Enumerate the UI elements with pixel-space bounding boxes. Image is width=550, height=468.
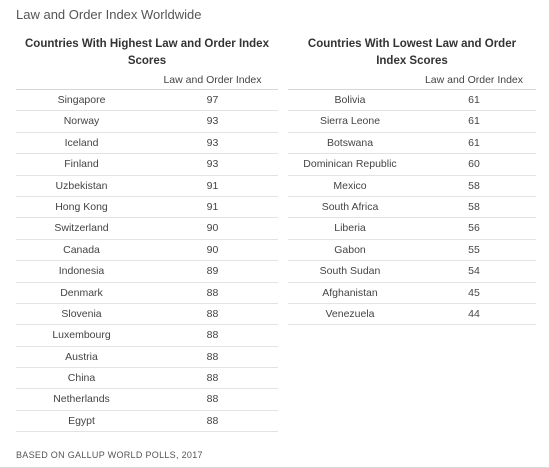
index-value-cell: 88 — [206, 372, 219, 385]
table-row: Canada 90 — [16, 240, 278, 262]
table-row: Venezuela 44 — [288, 304, 536, 326]
index-column-header: Law and Order Index — [163, 74, 262, 86]
country-cell: Iceland — [64, 136, 99, 149]
country-cell: Denmark — [60, 286, 103, 299]
index-value-cell: 89 — [206, 265, 219, 278]
table-row: Denmark 88 — [16, 283, 278, 304]
country-cell: Hong Kong — [55, 200, 108, 213]
table-row: Iceland 93 — [16, 133, 278, 155]
country-cell: Switzerland — [54, 222, 109, 235]
table-row: Botswana 61 — [288, 133, 536, 155]
table-row: Bolivia 61 — [288, 90, 536, 112]
country-cell: Egypt — [68, 414, 95, 427]
country-cell: Austria — [65, 350, 98, 363]
table-row: Mexico 58 — [288, 176, 536, 197]
country-cell: Singapore — [57, 94, 106, 106]
table-row: Switzerland 90 — [16, 218, 278, 240]
index-value-cell: 61 — [468, 94, 480, 106]
index-value-cell: 90 — [206, 243, 219, 256]
index-value-cell: 61 — [468, 115, 480, 128]
country-cell: Gabon — [334, 243, 366, 256]
country-cell: Canada — [63, 243, 100, 256]
table-row: Austria 88 — [16, 347, 278, 369]
table-row: Finland 93 — [16, 154, 278, 176]
index-value-cell: 91 — [206, 179, 219, 192]
country-cell: South Sudan — [319, 265, 381, 278]
highest-table-rows: Singapore 97 Norway 93 Iceland 93 Finland 93 Uzb… — [16, 90, 278, 433]
index-value-cell: 58 — [468, 200, 480, 213]
country-cell: Uzbekistan — [55, 179, 108, 192]
table-row: Egypt 88 — [16, 411, 278, 433]
lowest-table-column-header: Law and Order Index — [288, 70, 536, 90]
index-value-cell: 88 — [206, 329, 219, 342]
country-cell: Norway — [63, 115, 100, 128]
index-value-cell: 93 — [206, 136, 219, 149]
index-value-cell: 55 — [468, 243, 480, 256]
index-value-cell: 97 — [206, 94, 219, 106]
country-cell: Indonesia — [58, 265, 105, 278]
index-column-header: Law and Order Index — [424, 74, 524, 86]
index-value-cell: 88 — [206, 393, 219, 406]
index-value-cell: 56 — [468, 222, 480, 235]
index-value-cell: 88 — [206, 307, 219, 320]
table-row: South Sudan 54 — [288, 261, 536, 283]
chart-title: Law and Order Index Worldwide — [16, 7, 202, 22]
country-cell: Venezuela — [325, 307, 375, 320]
country-column-header — [16, 70, 147, 89]
country-cell: Dominican Republic — [303, 158, 397, 171]
country-cell: Liberia — [334, 222, 366, 235]
index-value-cell: 93 — [206, 158, 219, 171]
country-cell: Luxembourg — [52, 329, 111, 342]
table-row: Slovenia 88 — [16, 304, 278, 326]
country-column-header — [288, 70, 412, 89]
source-footnote: BASED ON GALLUP WORLD POLLS, 2017 — [16, 450, 203, 460]
table-row: Netherlands 88 — [16, 389, 278, 411]
table-row: Liberia 56 — [288, 218, 536, 240]
country-cell: South Africa — [321, 200, 379, 213]
table-row: Sierra Leone 61 — [288, 111, 536, 133]
lowest-table-header: Countries With Lowest Law and Order Inde… — [307, 38, 517, 67]
index-value-cell: 61 — [468, 136, 480, 149]
table-row: Hong Kong 91 — [16, 197, 278, 219]
index-value-cell: 60 — [468, 158, 480, 171]
index-value-cell: 88 — [206, 414, 219, 427]
country-cell: Mexico — [333, 179, 367, 192]
index-value-cell: 54 — [468, 265, 480, 278]
index-value-cell: 44 — [468, 307, 480, 320]
highest-table-column-header: Law and Order Index — [16, 70, 278, 90]
highest-scores-table: Countries With Highest Law and Order Ind… — [16, 36, 278, 433]
country-cell: Finland — [64, 158, 99, 171]
table-row: Afghanistan 45 — [288, 283, 536, 304]
country-cell: Afghanistan — [322, 286, 378, 299]
index-value-cell: 90 — [206, 222, 219, 235]
lowest-scores-table: Countries With Lowest Law and Order Inde… — [288, 36, 536, 326]
table-row: Singapore 97 — [16, 90, 278, 112]
table-row: Norway 93 — [16, 111, 278, 133]
country-cell: Netherlands — [53, 393, 110, 406]
table-row: Gabon 55 — [288, 240, 536, 262]
table-row: Luxembourg 88 — [16, 325, 278, 347]
highest-table-header: Countries With Highest Law and Order Ind… — [25, 38, 269, 67]
country-cell: Botswana — [326, 136, 374, 149]
country-cell: China — [67, 372, 96, 385]
table-row: Indonesia 89 — [16, 261, 278, 283]
index-value-cell: 91 — [206, 200, 219, 213]
index-value-cell: 88 — [206, 286, 219, 299]
table-row: South Africa 58 — [288, 197, 536, 219]
country-cell: Bolivia — [334, 94, 366, 106]
table-row: Uzbekistan 91 — [16, 176, 278, 197]
country-cell: Slovenia — [61, 307, 102, 320]
index-value-cell: 88 — [206, 350, 219, 363]
table-row: China 88 — [16, 368, 278, 390]
index-value-cell: 93 — [206, 115, 219, 128]
index-value-cell: 58 — [468, 179, 480, 192]
table-row: Dominican Republic 60 — [288, 154, 536, 176]
lowest-table-rows: Bolivia 61 Sierra Leone 61 Botswana 61 Dominic… — [288, 90, 536, 326]
index-value-cell: 45 — [468, 286, 480, 299]
country-cell: Sierra Leone — [319, 115, 381, 128]
